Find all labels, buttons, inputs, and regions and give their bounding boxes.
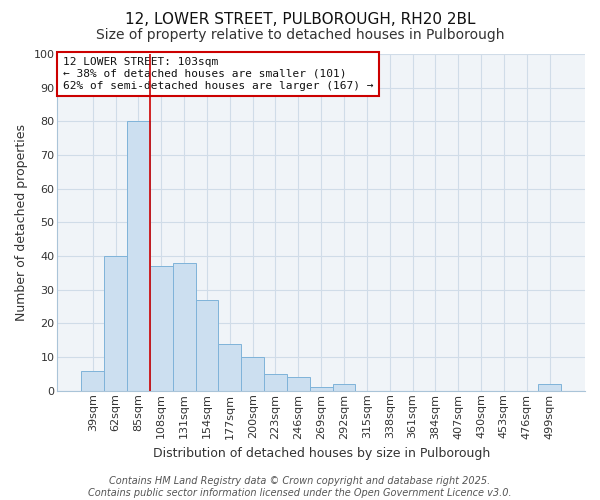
Bar bbox=[150, 266, 173, 391]
Bar bbox=[264, 374, 287, 391]
Bar bbox=[104, 256, 127, 391]
Bar bbox=[241, 357, 264, 391]
Bar bbox=[538, 384, 561, 391]
Y-axis label: Number of detached properties: Number of detached properties bbox=[15, 124, 28, 321]
Bar bbox=[310, 388, 332, 391]
Text: 12 LOWER STREET: 103sqm
← 38% of detached houses are smaller (101)
62% of semi-d: 12 LOWER STREET: 103sqm ← 38% of detache… bbox=[62, 58, 373, 90]
Bar bbox=[196, 300, 218, 391]
Bar bbox=[287, 378, 310, 391]
Bar bbox=[82, 370, 104, 391]
Text: Contains HM Land Registry data © Crown copyright and database right 2025.
Contai: Contains HM Land Registry data © Crown c… bbox=[88, 476, 512, 498]
Bar bbox=[173, 263, 196, 391]
Bar bbox=[218, 344, 241, 391]
Bar bbox=[332, 384, 355, 391]
Bar bbox=[127, 122, 150, 391]
Text: 12, LOWER STREET, PULBOROUGH, RH20 2BL: 12, LOWER STREET, PULBOROUGH, RH20 2BL bbox=[125, 12, 475, 28]
Text: Size of property relative to detached houses in Pulborough: Size of property relative to detached ho… bbox=[96, 28, 504, 42]
X-axis label: Distribution of detached houses by size in Pulborough: Distribution of detached houses by size … bbox=[152, 447, 490, 460]
